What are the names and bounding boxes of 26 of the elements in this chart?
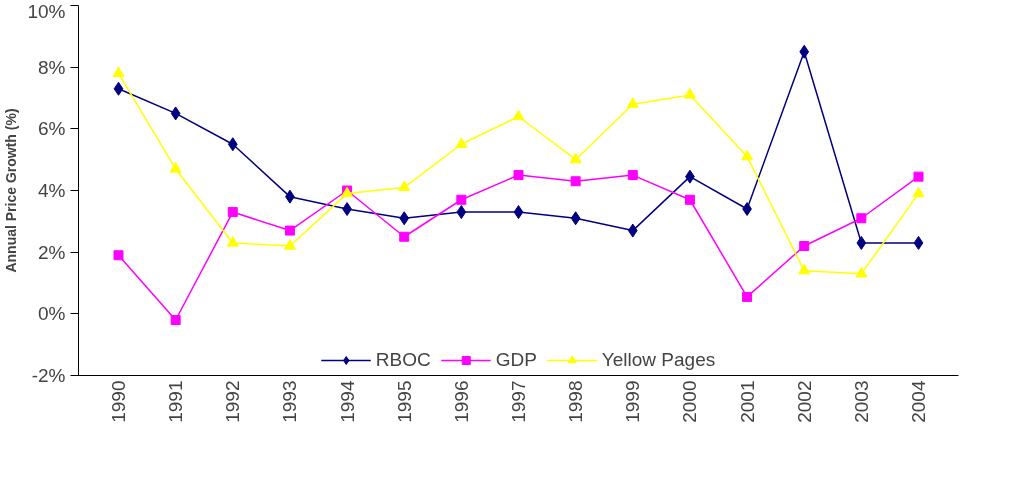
y-tick-label: 4% [38,180,66,201]
y-tick-label: 2% [38,241,66,263]
x-tick-label: 1994 [336,380,358,423]
x-tick-label: 1998 [565,380,587,423]
y-tick-label: 10% [27,0,66,22]
x-tick-label: 1992 [222,380,244,423]
x-tick-label: 1995 [393,380,415,423]
y-axis-title: Annual Price Growth (%) [3,108,20,273]
x-tick-label: 1997 [508,380,529,423]
legend-label: GDP [495,349,537,371]
x-tick-label: 2002 [793,380,815,423]
y-tick-label: -2% [31,365,66,386]
y-tick-label: 0% [38,303,66,325]
x-tick-label: 1991 [165,380,187,423]
x-tick-label: 2001 [736,380,758,423]
x-tick-label: 2003 [850,380,872,423]
x-tick-label: 1993 [279,380,301,423]
x-tick-label: 1990 [108,380,129,423]
legend-label: RBOC [375,349,431,371]
y-tick-label: 8% [38,56,66,78]
x-tick-label: 1999 [622,380,644,423]
legend-label: Yellow Pages [601,349,716,371]
x-tick-label: 2000 [679,380,701,423]
x-tick-label: 1996 [450,380,472,423]
y-tick-label: 6% [38,118,66,140]
x-tick-label: 2004 [908,380,929,423]
